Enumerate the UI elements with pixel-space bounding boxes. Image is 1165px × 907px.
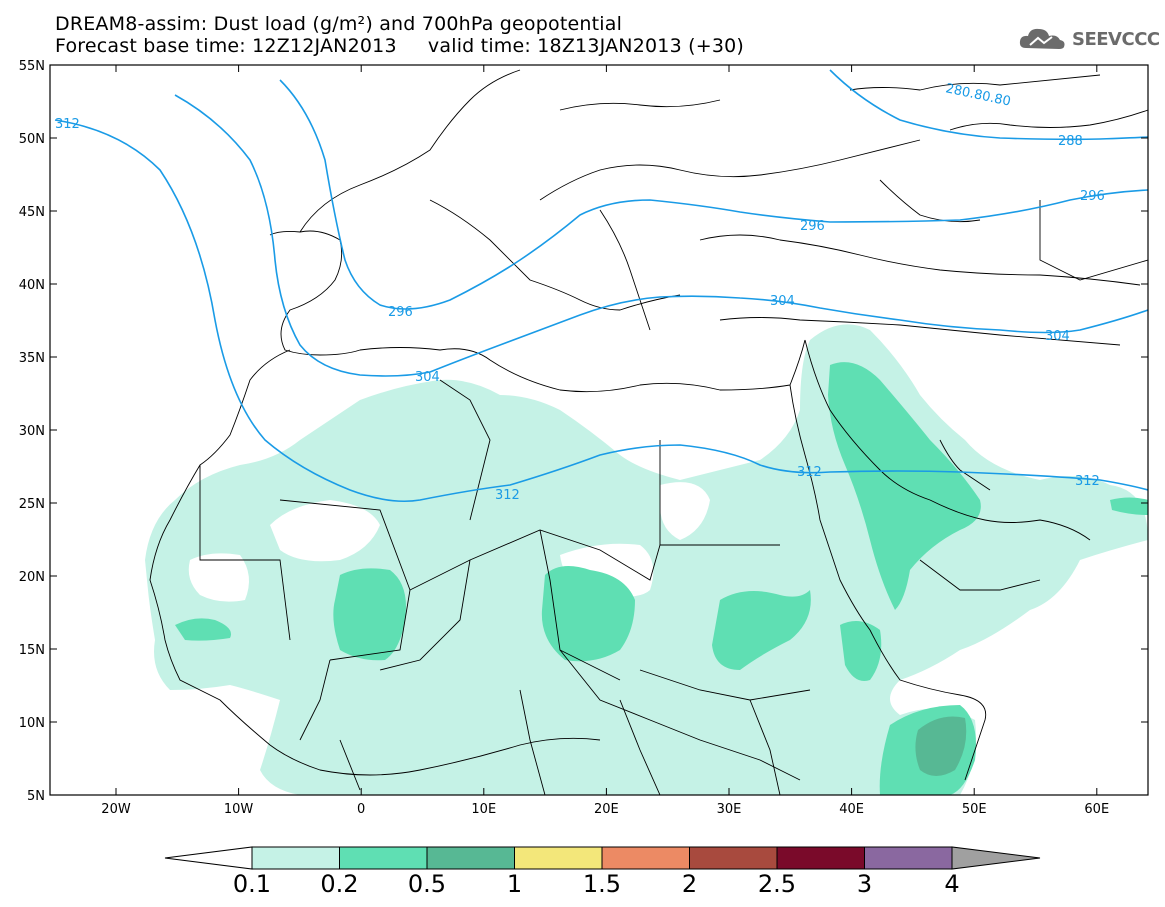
colorbar-tick-label: 4 (944, 870, 959, 898)
svg-text:312: 312 (1075, 474, 1100, 489)
svg-text:312: 312 (797, 465, 822, 480)
lat-label: 35N (19, 351, 45, 366)
colorbar-low-end (164, 846, 253, 870)
svg-text:280.80.80: 280.80.80 (944, 81, 1012, 109)
colorbar-swatch (601, 846, 690, 870)
dust-region-mid-5 (840, 621, 882, 681)
colorbar-tick-label: 1 (507, 870, 522, 898)
lat-label: 20N (19, 570, 45, 585)
lat-label: 15N (19, 643, 45, 658)
lon-label: 10W (224, 802, 254, 817)
lon-label: 50E (962, 802, 987, 817)
country-borders (149, 69, 1148, 795)
colorbar-swatch (514, 846, 603, 870)
svg-text:296: 296 (1080, 189, 1105, 204)
dust-region-mid-6 (175, 618, 231, 641)
colorbar-high-end (951, 846, 1041, 870)
contour-312-west (54, 119, 1148, 503)
dust-region-mid-2 (541, 566, 635, 662)
dust-region-mid-3 (828, 362, 981, 610)
lon-label: 10E (471, 802, 496, 817)
lat-label: 45N (19, 205, 45, 220)
svg-text:304: 304 (415, 370, 440, 385)
brand-logo: SEEVCCC (1018, 26, 1160, 52)
lat-label: 25N (19, 497, 45, 512)
colorbar-swatch (689, 846, 778, 870)
dust-hole-2 (188, 553, 249, 602)
dust-hole-1 (270, 500, 380, 562)
cloud-icon (1019, 28, 1065, 49)
lat-label: 10N (19, 716, 45, 731)
lat-label: 40N (19, 278, 45, 293)
svg-text:304: 304 (1045, 329, 1070, 344)
colorbar-tick-label: 0.5 (408, 870, 446, 898)
colorbar-tick-label: 2.5 (758, 870, 796, 898)
lon-label: 60E (1084, 802, 1109, 817)
lat-label: 30N (19, 424, 45, 439)
svg-text:296: 296 (800, 219, 825, 234)
contour-280 (829, 69, 1148, 141)
colorbar-tick-label: 0.1 (233, 870, 271, 898)
colorbar-swatch (339, 846, 428, 870)
svg-text:312: 312 (55, 117, 80, 132)
lon-label: 30E (717, 802, 742, 817)
colorbar-swatch (426, 846, 515, 870)
dust-region-dark (915, 716, 967, 776)
colorbar-tick-label: 0.2 (320, 870, 358, 898)
lon-label: 40E (839, 802, 864, 817)
lon-label: 0 (357, 802, 365, 817)
contour-304 (279, 79, 1148, 310)
colorbar-swatch (776, 846, 865, 870)
lat-label: 5N (27, 789, 45, 804)
lat-label: 55N (19, 59, 45, 74)
colorbar-tick-label: 3 (857, 870, 872, 898)
dust-shading: 312 296 304 304 312 312 296 304 312 280.… (54, 69, 1148, 795)
lat-label: 50N (19, 132, 45, 147)
svg-text:288: 288 (1058, 134, 1083, 149)
colorbar: 0.1 0.2 0.5 1 1.5 2 2.5 3 4 (164, 846, 1041, 898)
longitude-axis: 20W 10W 0 10E 20E 30E 40E 50E 60E (101, 65, 1109, 817)
contour-296 (174, 94, 1148, 377)
map-title: DREAM8-assim: Dust load (g/m²) and 700hP… (55, 13, 623, 35)
svg-text:312: 312 (495, 488, 520, 503)
colorbar-swatch (251, 846, 340, 870)
lon-label: 20E (594, 802, 619, 817)
colorbar-tick-label: 2 (682, 870, 697, 898)
colorbar-tick-label: 1.5 (583, 870, 621, 898)
map-subtitle: Forecast base time: 12Z12JAN2013 valid t… (55, 35, 745, 57)
brand-name: SEEVCCC (1072, 28, 1160, 50)
dust-region-mid-4 (712, 590, 811, 670)
lon-label: 20W (101, 802, 131, 817)
geopotential-contours (54, 69, 1148, 503)
dust-region-mid-7 (1110, 497, 1148, 515)
latitude-axis: 55N 50N 45N 40N 35N 30N 25N 20N 15N 10N 5N (19, 59, 1148, 804)
dust-region-mid-1 (333, 568, 406, 661)
svg-text:296: 296 (388, 305, 413, 320)
svg-text:304: 304 (770, 294, 795, 309)
dust-hole-4 (660, 482, 710, 540)
colorbar-swatch (864, 846, 953, 870)
